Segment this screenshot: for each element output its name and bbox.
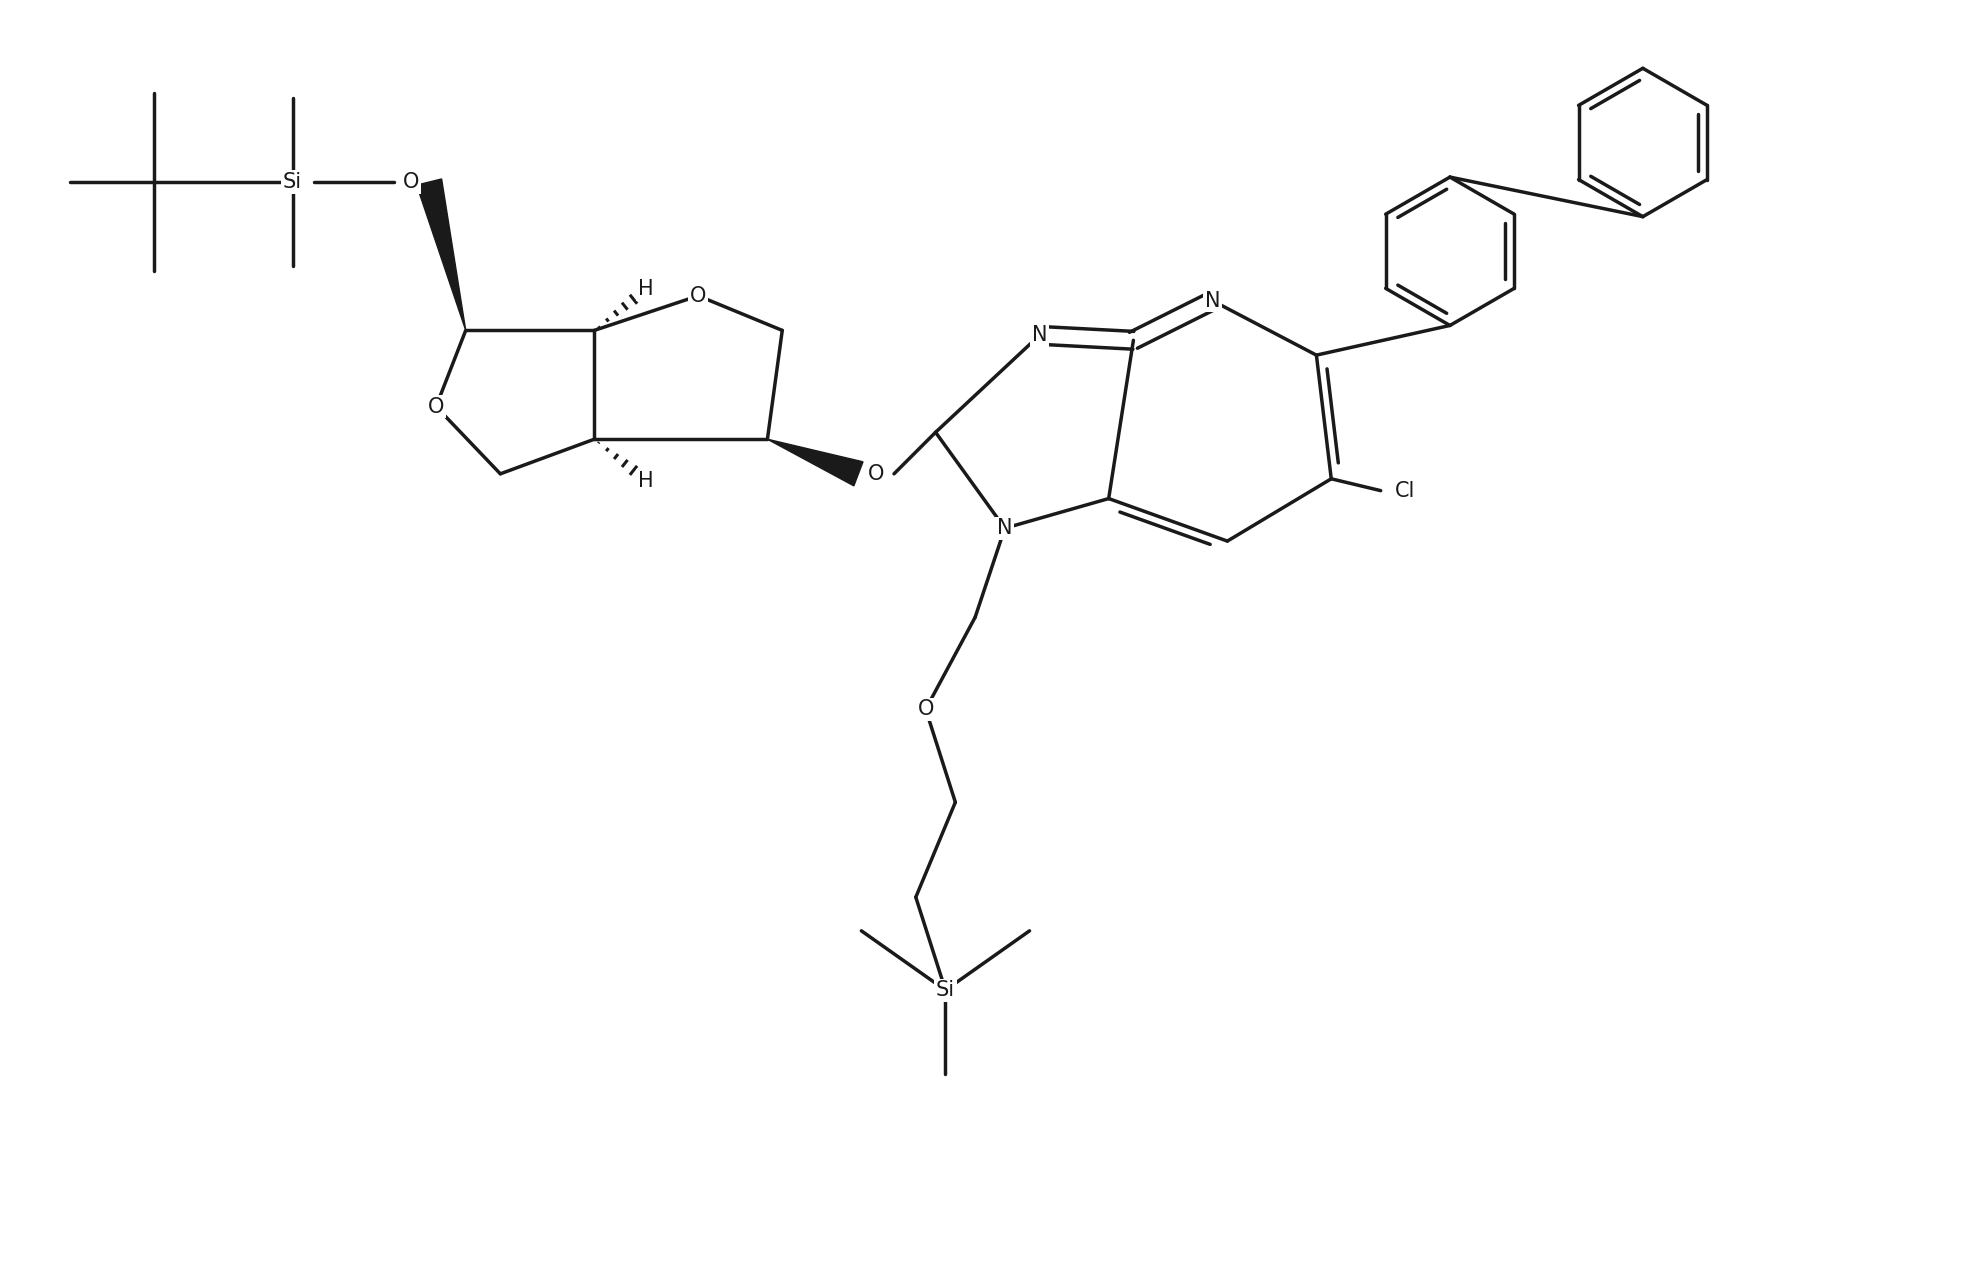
Text: Cl: Cl (1395, 481, 1415, 501)
Text: O: O (690, 286, 705, 306)
Text: H: H (638, 279, 654, 299)
Text: N: N (998, 518, 1012, 538)
Polygon shape (417, 179, 466, 331)
Text: Si: Si (283, 172, 302, 192)
Text: O: O (403, 172, 419, 192)
Text: O: O (917, 699, 935, 719)
Polygon shape (767, 440, 864, 486)
Text: N: N (1205, 291, 1221, 310)
Text: Si: Si (937, 981, 954, 1000)
Text: O: O (867, 464, 885, 483)
Text: O: O (429, 396, 445, 417)
Text: H: H (638, 470, 654, 491)
Text: N: N (1031, 326, 1047, 345)
